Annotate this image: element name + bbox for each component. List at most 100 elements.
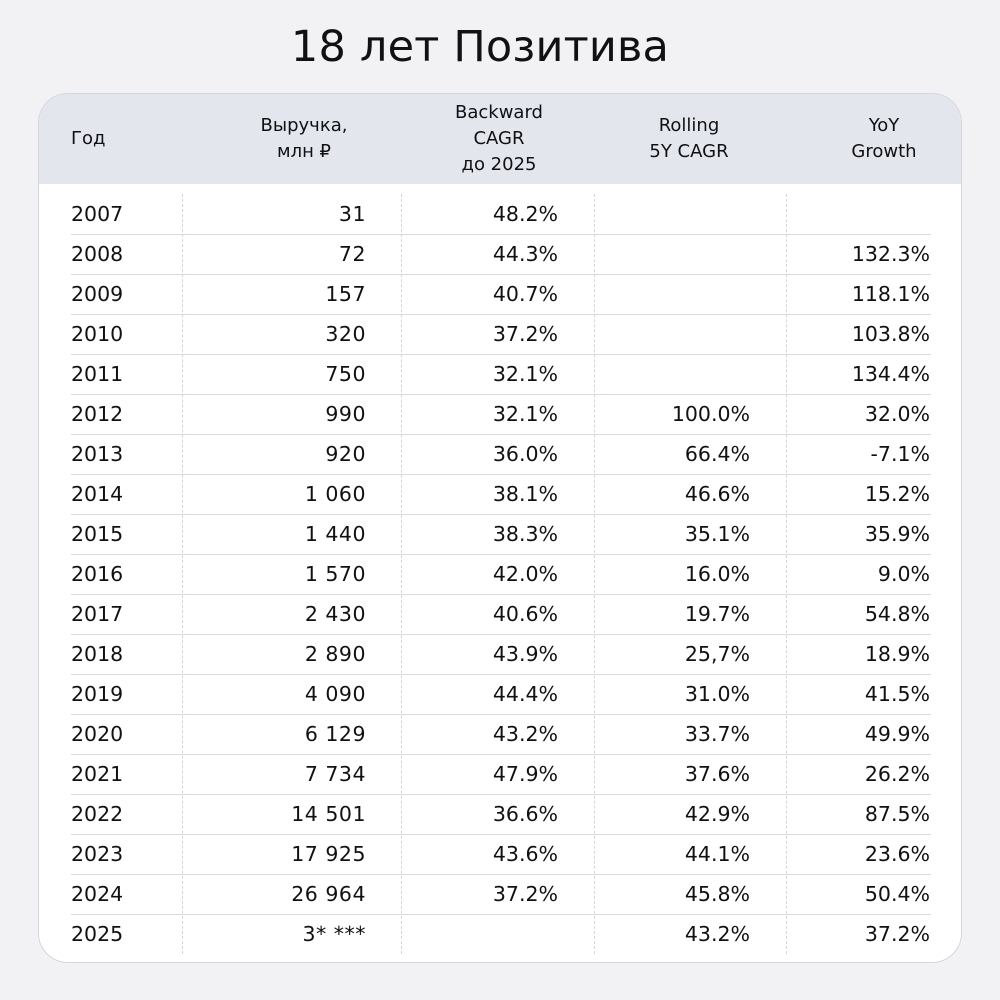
year-cell: 2020	[71, 722, 124, 746]
header-backward-cagr-line: Backward	[455, 102, 543, 123]
row-divider	[71, 354, 931, 355]
backward-cagr-cell: 43.2%	[492, 722, 558, 746]
row-divider	[71, 234, 931, 235]
year-cell: 2010	[71, 322, 124, 346]
header-rolling-cagr-line: 5Y CAGR	[649, 141, 729, 162]
table-row: 2017 2 430 40.6% 19.7% 54.8%	[39, 594, 961, 634]
backward-cagr-cell: 37.2%	[492, 322, 558, 346]
rolling-cagr-cell: 37.6%	[684, 762, 750, 786]
rolling-cagr-cell: 33.7%	[684, 722, 750, 746]
table-row: 2016 1 570 42.0% 16.0% 9.0%	[39, 554, 961, 594]
backward-cagr-cell: 48.2%	[492, 202, 558, 226]
yoy-growth-cell: -7.1%	[870, 442, 930, 466]
revenue-cell: 2 890	[304, 642, 366, 666]
revenue-cell: 14 501	[291, 802, 366, 826]
yoy-growth-cell: 118.1%	[851, 282, 930, 306]
revenue-cell: 157	[325, 282, 366, 306]
table-row: 2021 7 734 47.9% 37.6% 26.2%	[39, 754, 961, 794]
row-divider	[71, 394, 931, 395]
table-row: 2012 990 32.1% 100.0% 32.0%	[39, 394, 961, 434]
table-row: 2025 3* *** 43.2% 37.2%	[39, 914, 961, 954]
header-year-label: Год	[71, 128, 106, 149]
year-cell: 2015	[71, 522, 124, 546]
backward-cagr-cell: 44.4%	[492, 682, 558, 706]
row-divider	[71, 674, 931, 675]
revenue-table: Год Выручка, млн ₽ Backward CAGR до 2025…	[38, 93, 962, 963]
table-row: 2024 26 964 37.2% 45.8% 50.4%	[39, 874, 961, 914]
header-rolling-cagr-line: Rolling	[658, 115, 720, 136]
revenue-cell: 3* ***	[302, 922, 366, 946]
yoy-growth-cell: 32.0%	[864, 402, 930, 426]
rolling-cagr-cell: 16.0%	[684, 562, 750, 586]
table-row: 2009 157 40.7% 118.1%	[39, 274, 961, 314]
backward-cagr-cell: 32.1%	[492, 362, 558, 386]
revenue-cell: 4 090	[304, 682, 366, 706]
row-divider	[71, 834, 931, 835]
backward-cagr-cell	[419, 914, 558, 954]
row-divider	[71, 754, 931, 755]
yoy-growth-cell: 15.2%	[864, 482, 930, 506]
rolling-cagr-cell: 66.4%	[684, 442, 750, 466]
backward-cagr-cell: 43.9%	[492, 642, 558, 666]
backward-cagr-cell: 40.7%	[492, 282, 558, 306]
revenue-cell: 6 129	[304, 722, 366, 746]
yoy-growth-cell: 54.8%	[864, 602, 930, 626]
backward-cagr-cell: 36.0%	[492, 442, 558, 466]
column-divider	[786, 194, 787, 954]
rolling-cagr-cell: 46.6%	[684, 482, 750, 506]
table-row: 2018 2 890 43.9% 25,7% 18.9%	[39, 634, 961, 674]
table-row: 2023 17 925 43.6% 44.1% 23.6%	[39, 834, 961, 874]
year-cell: 2017	[71, 602, 124, 626]
revenue-cell: 990	[325, 402, 366, 426]
header-revenue: Выручка, млн ₽	[214, 94, 394, 184]
row-divider	[71, 594, 931, 595]
row-divider	[71, 634, 931, 635]
rolling-cagr-cell: 100.0%	[671, 402, 750, 426]
backward-cagr-cell: 37.2%	[492, 882, 558, 906]
table-row: 2015 1 440 38.3% 35.1% 35.9%	[39, 514, 961, 554]
row-divider	[71, 274, 931, 275]
header-yoy-growth: YoY Growth	[794, 94, 961, 184]
yoy-growth-cell: 50.4%	[864, 882, 930, 906]
table-header: Год Выручка, млн ₽ Backward CAGR до 2025…	[39, 94, 961, 184]
year-cell: 2018	[71, 642, 124, 666]
year-cell: 2008	[71, 242, 124, 266]
revenue-cell: 920	[325, 442, 366, 466]
yoy-growth-cell: 35.9%	[864, 522, 930, 546]
revenue-cell: 1 060	[304, 482, 366, 506]
row-divider	[71, 514, 931, 515]
revenue-cell: 72	[338, 242, 366, 266]
year-cell: 2007	[71, 202, 124, 226]
year-cell: 2021	[71, 762, 124, 786]
year-cell: 2022	[71, 802, 124, 826]
column-divider	[594, 194, 595, 954]
revenue-cell: 1 570	[304, 562, 366, 586]
table-row: 2019 4 090 44.4% 31.0% 41.5%	[39, 674, 961, 714]
row-divider	[71, 914, 931, 915]
rolling-cagr-cell: 25,7%	[684, 642, 750, 666]
revenue-cell: 17 925	[291, 842, 366, 866]
yoy-growth-cell: 37.2%	[864, 922, 930, 946]
yoy-growth-cell: 9.0%	[877, 562, 930, 586]
yoy-growth-cell: 23.6%	[864, 842, 930, 866]
header-yoy-growth-line: YoY	[868, 115, 900, 136]
year-cell: 2024	[71, 882, 124, 906]
backward-cagr-cell: 43.6%	[492, 842, 558, 866]
backward-cagr-cell: 36.6%	[492, 802, 558, 826]
revenue-cell: 320	[325, 322, 366, 346]
row-divider	[71, 714, 931, 715]
rolling-cagr-cell	[609, 274, 750, 314]
table-row: 2010 320 37.2% 103.8%	[39, 314, 961, 354]
backward-cagr-cell: 40.6%	[492, 602, 558, 626]
table-row: 2014 1 060 38.1% 46.6% 15.2%	[39, 474, 961, 514]
year-cell: 2013	[71, 442, 124, 466]
rolling-cagr-cell	[609, 314, 750, 354]
rolling-cagr-cell	[609, 354, 750, 394]
header-rolling-cagr: Rolling 5Y CAGR	[599, 94, 779, 184]
yoy-growth-cell: 103.8%	[851, 322, 930, 346]
header-backward-cagr-line: CAGR	[473, 128, 525, 149]
table-row: 2020 6 129 43.2% 33.7% 49.9%	[39, 714, 961, 754]
year-cell: 2019	[71, 682, 124, 706]
row-divider	[71, 554, 931, 555]
rolling-cagr-cell: 42.9%	[684, 802, 750, 826]
